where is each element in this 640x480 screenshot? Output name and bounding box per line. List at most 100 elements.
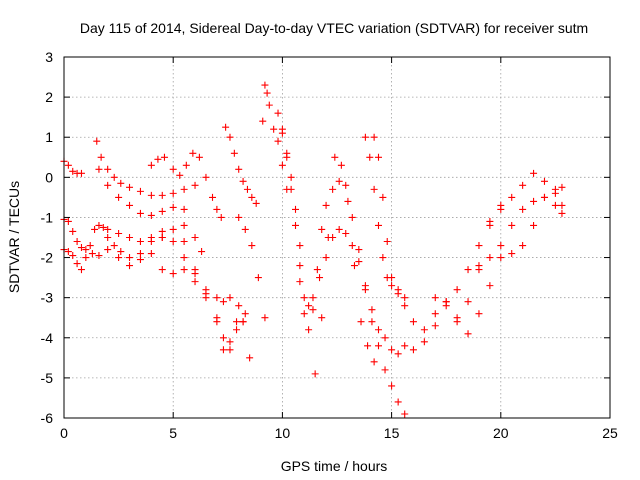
data-point [77, 169, 85, 177]
x-axis-label: GPS time / hours [281, 458, 388, 474]
data-point [519, 242, 527, 250]
data-point [379, 193, 387, 201]
data-point [147, 250, 155, 258]
data-point [337, 161, 345, 169]
data-point [431, 294, 439, 302]
data-point [230, 149, 238, 157]
data-point [239, 318, 247, 326]
series-arc-x [475, 189, 566, 274]
data-point [296, 262, 304, 270]
data-point [374, 221, 382, 229]
data-point [136, 238, 144, 246]
data-point [486, 254, 494, 262]
data-point [287, 173, 295, 181]
data-point [368, 306, 376, 314]
data-point [530, 221, 538, 229]
data-point [270, 125, 278, 133]
grid-lines [64, 57, 610, 418]
data-point [508, 193, 516, 201]
data-point [274, 109, 282, 117]
data-point [69, 252, 77, 260]
series-arc-a [60, 157, 85, 177]
data-point [464, 266, 472, 274]
data-point [191, 278, 199, 286]
data-point [497, 254, 505, 262]
data-point [394, 350, 402, 358]
data-point [540, 193, 548, 201]
series-arc-w [431, 193, 566, 338]
data-point [401, 302, 409, 310]
data-point [198, 248, 206, 256]
data-point [368, 318, 376, 326]
data-point [110, 173, 118, 181]
data-point [344, 197, 352, 205]
data-point [219, 346, 227, 354]
data-point [82, 254, 90, 262]
data-point [300, 310, 308, 318]
data-point [180, 205, 188, 213]
series-arc-j [158, 266, 247, 354]
data-point [383, 238, 391, 246]
data-point [226, 346, 234, 354]
data-point [401, 410, 409, 418]
data-point [136, 209, 144, 217]
data-point [235, 302, 243, 310]
data-point [374, 326, 382, 334]
data-point [329, 185, 337, 193]
data-point [278, 161, 286, 169]
data-point [169, 270, 177, 278]
axis-ticks: 0 5 10 15 20 25 -6 -5 -4 -3 -2 -1 0 1 2 3 [41, 49, 618, 441]
data-point [263, 89, 271, 97]
data-point [248, 242, 256, 250]
data-point [394, 398, 402, 406]
data-point [202, 173, 210, 181]
data-point [348, 213, 356, 221]
data-point [261, 314, 269, 322]
data-point [182, 161, 190, 169]
data-point [99, 223, 107, 231]
series-arc-c [60, 246, 85, 274]
data-point [388, 282, 396, 290]
data-point [158, 227, 166, 235]
x-tick-label: 25 [602, 425, 618, 441]
data-point [259, 117, 267, 125]
data-point [309, 294, 317, 302]
data-point [226, 294, 234, 302]
data-point [311, 370, 319, 378]
data-point [401, 294, 409, 302]
data-point [91, 225, 99, 233]
chart-title: Day 115 of 2014, Sidereal Day-to-day VTE… [80, 20, 588, 36]
data-point [147, 161, 155, 169]
data-point [226, 338, 234, 346]
data-point [88, 250, 96, 258]
data-point [342, 229, 350, 237]
data-point [246, 354, 254, 362]
data-point [110, 242, 118, 250]
data-point [104, 165, 112, 173]
y-tick-label: -6 [41, 410, 54, 426]
y-tick-label: -5 [41, 370, 54, 386]
data-point [126, 254, 134, 262]
data-point [169, 238, 177, 246]
data-point [73, 260, 81, 268]
data-point [222, 123, 230, 131]
data-point [195, 153, 203, 161]
x-tick-label: 5 [169, 425, 177, 441]
data-point [169, 189, 177, 197]
data-point [420, 338, 428, 346]
data-point [558, 183, 566, 191]
data-point [158, 207, 166, 215]
data-point [93, 137, 101, 145]
data-point [180, 185, 188, 193]
data-point [453, 314, 461, 322]
data-point [357, 318, 365, 326]
data-point [115, 229, 123, 237]
series-arc-g [95, 165, 188, 219]
data-point [252, 199, 260, 207]
data-point [180, 254, 188, 262]
series-arc-k [180, 238, 254, 362]
data-point [213, 318, 221, 326]
series-arc-h [104, 225, 249, 318]
data-point [69, 167, 77, 175]
